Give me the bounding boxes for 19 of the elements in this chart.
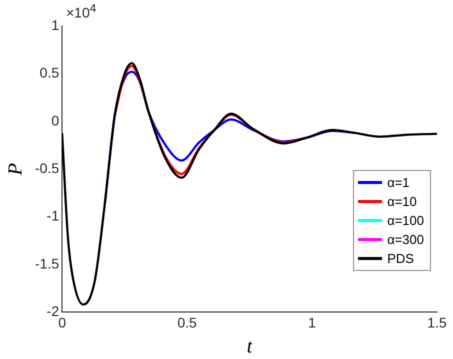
line-series (62, 62, 437, 306)
text: ×10$^{4}$ (66, 2, 96, 21)
x-tick-label: 1 (308, 314, 316, 330)
x-tick-label: 0.5 (177, 314, 198, 330)
y-tick-label: -2 (46, 303, 60, 320)
y-tick-label: 1 (51, 16, 60, 33)
legend-label: α=1 (387, 175, 410, 190)
legend-label: α=100 (387, 213, 424, 228)
y-tick-label: -1.5 (35, 255, 60, 272)
legend-label: α=300 (387, 232, 424, 247)
x-axis-title: t (246, 335, 253, 358)
y-tick-label: 0.5 (40, 64, 60, 81)
y-tick-label: -0.5 (35, 160, 60, 176)
y-tick-label: -1 (46, 208, 60, 224)
legend-label: α=10 (387, 194, 417, 209)
legend-label: PDS (387, 251, 414, 266)
y-axis-title: P (4, 162, 26, 176)
x-tick-label: 1.5 (427, 314, 447, 330)
y-tick-label: 0 (51, 112, 60, 128)
